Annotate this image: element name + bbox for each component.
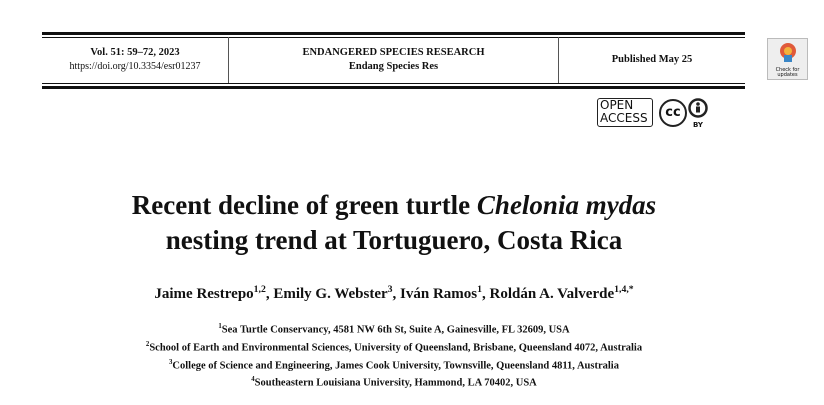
published-cell: Published May 25 — [559, 37, 745, 83]
rule — [42, 86, 745, 89]
title-line1: Recent decline of green turtle — [131, 190, 471, 220]
open-access: OPEN ACCESS — [597, 98, 653, 127]
author-sep: , — [265, 286, 270, 302]
authors: Jaime Restrepo1,2, Emily G. Webster3, Iv… — [0, 284, 788, 303]
author-sep: , — [482, 286, 486, 302]
affil-num: 1 — [218, 323, 222, 330]
affiliations: 1Sea Turtle Conservancy, 4581 NW 6th St,… — [0, 320, 788, 391]
published: Published May 25 — [611, 54, 693, 65]
author-name: Roldán A. Valverde — [489, 286, 615, 302]
divider — [228, 37, 229, 83]
affiliation: 2School of Earth and Environmental Scien… — [0, 338, 788, 356]
by-badge: BY — [688, 98, 708, 129]
by-label: BY — [692, 121, 704, 129]
title: Recent decline of green turtle Chelonia … — [0, 188, 788, 258]
check-updates[interactable]: Check for updates — [767, 38, 808, 80]
doi[interactable]: https://doi.org/10.3354/esr01237 — [69, 61, 201, 72]
affil-num: 2 — [145, 340, 150, 348]
oa-open: OPEN — [600, 98, 634, 112]
volume: Vol. 51: 59–72, 2023 — [90, 47, 180, 58]
journal-cell: ENDANGERED SPECIES RESEARCH Endang Speci… — [229, 37, 558, 83]
author-sep: , — [392, 286, 397, 302]
affiliation: 3College of Science and Engineering, Jam… — [0, 356, 788, 374]
journal-abbrev: Endang Species Res — [348, 61, 439, 72]
rule — [42, 32, 745, 35]
author-name: Jaime Restrepo — [154, 286, 254, 302]
affil-num: 4 — [251, 376, 255, 384]
check-label: Check for updates — [775, 67, 800, 78]
species: Chelonia mydas — [476, 190, 657, 220]
author-affil: 3 — [387, 284, 393, 295]
rule — [42, 83, 745, 84]
oa-access: ACCESS — [600, 111, 648, 125]
affil-text: Sea Turtle Conservancy, 4581 NW 6th St, … — [221, 324, 570, 336]
affiliation: 1Sea Turtle Conservancy, 4581 NW 6th St,… — [0, 320, 788, 338]
author-name: Iván Ramos — [400, 286, 478, 302]
author-affil: 1,4,* — [614, 284, 634, 295]
affil-num: 3 — [169, 358, 173, 366]
journal: ENDANGERED SPECIES RESEARCH — [302, 47, 485, 58]
affiliation: 4Southeastern Louisiana University, Hamm… — [0, 373, 788, 391]
author-affil: 1 — [477, 284, 483, 295]
cc-badge: cc — [659, 99, 687, 127]
by-icon — [688, 98, 708, 118]
volume-cell: Vol. 51: 59–72, 2023 https://doi.org/10.… — [42, 37, 228, 83]
affil-text: School of Earth and Environmental Scienc… — [149, 342, 643, 354]
rule — [42, 37, 745, 38]
title-line2: nesting trend at Tortuguero, Costa Rica — [165, 225, 623, 255]
affil-text: College of Science and Engineering, Jame… — [172, 360, 619, 372]
affil-text: Southeastern Louisiana University, Hammo… — [254, 377, 537, 389]
author-affil: 1,2 — [253, 284, 266, 295]
author-name: Emily G. Webster — [273, 286, 388, 302]
check-icon — [779, 43, 796, 62]
divider — [558, 37, 559, 83]
